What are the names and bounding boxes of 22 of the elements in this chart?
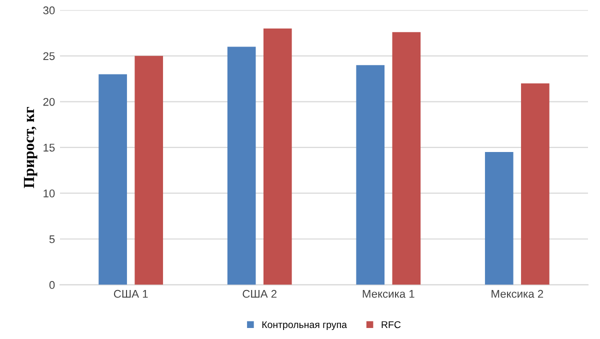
y-axis-title: Прирост, кг (24, 106, 38, 188)
x-tick-label: США 1 (114, 290, 148, 298)
x-tick-label: Мексика 1 (362, 290, 414, 298)
bar (227, 46, 256, 285)
bar (356, 65, 385, 285)
bar (392, 32, 421, 285)
legend-label: RFC (382, 321, 401, 328)
y-tick-label: 25 (43, 52, 55, 60)
y-tick-label: 5 (49, 235, 55, 244)
y-tick-label: 0 (49, 281, 55, 289)
x-tick-label: Мексика 2 (492, 290, 544, 298)
bar (484, 152, 514, 285)
bar (98, 74, 127, 285)
y-tick-label: 10 (44, 189, 55, 198)
y-tick-label: 20 (43, 98, 55, 106)
y-tick-label: 30 (43, 6, 55, 14)
y-tick-label: 15 (44, 144, 55, 152)
x-tick-label: США 2 (242, 290, 276, 298)
bar (263, 28, 292, 285)
legend-label: Контрольная група (262, 321, 347, 330)
bar (521, 83, 550, 285)
bar (134, 56, 164, 285)
